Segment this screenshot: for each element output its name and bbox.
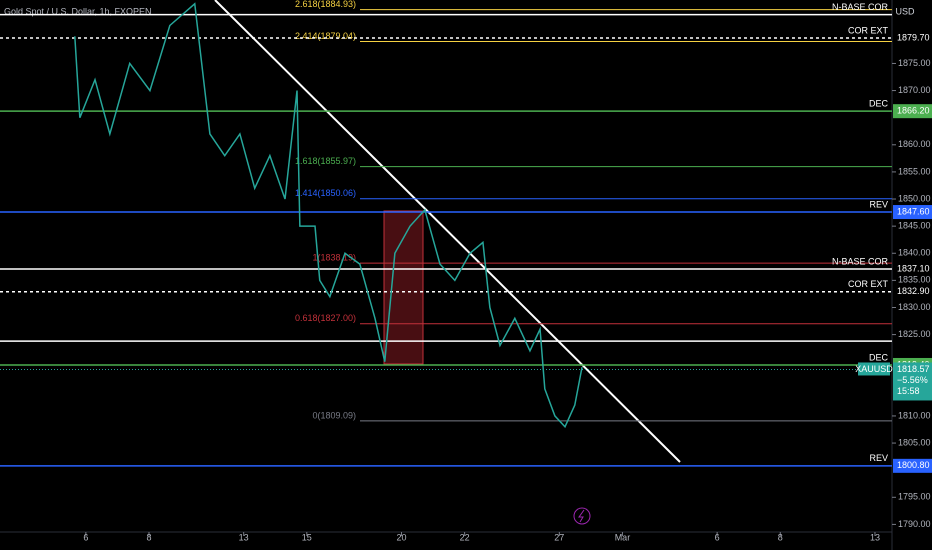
price-badge-label: 1866.20 (897, 106, 930, 116)
x-tick-label: 13 (239, 532, 249, 542)
price-badge-label: 1847.60 (897, 206, 930, 216)
currency: USD (895, 6, 915, 16)
price-badge (893, 205, 932, 220)
x-tick-label: 27 (554, 532, 564, 542)
y-tick-label: 1810.00 (898, 410, 931, 420)
current-name-badge (858, 362, 890, 376)
fib-label: 1.414(1850.06) (295, 188, 356, 198)
y-tick-label: 1875.00 (898, 58, 931, 68)
x-tick-label: 20 (396, 532, 406, 542)
level-name: DEC (869, 99, 889, 109)
x-tick-label: 6 (83, 532, 88, 542)
x-tick-label: Mar (615, 532, 631, 542)
price-badge (893, 284, 932, 299)
y-tick-label: 1840.00 (898, 248, 931, 258)
price-line (74, 2, 583, 429)
fib-label: 0(1809.09) (312, 410, 356, 420)
replay-icon[interactable] (573, 507, 591, 525)
price-badge-label: 1837.10 (897, 263, 930, 273)
price-badge (893, 261, 932, 276)
price-badge-label: 1800.80 (897, 460, 930, 470)
current-badge (893, 362, 932, 401)
y-tick-label: 1805.00 (898, 437, 931, 447)
y-tick-label: 1870.00 (898, 85, 931, 95)
fib-label: 0.618(1827.00) (295, 313, 356, 323)
y-tick-label: 1835.00 (898, 275, 931, 285)
price-badge (893, 104, 932, 119)
fib-label: 2.618(1884.93) (295, 0, 356, 9)
level-name: COR EXT (848, 25, 889, 35)
x-tick-label: 8 (778, 532, 783, 542)
level-name: DEC (869, 352, 889, 362)
level-name: N-BASE COR (832, 2, 889, 12)
x-tick-label: 15 (302, 532, 312, 542)
y-tick-label: 1845.00 (898, 221, 931, 231)
x-tick-label: 6 (715, 532, 720, 542)
current-change: −5.56% (897, 375, 928, 385)
chart-title: Gold Spot / U.S. Dollar, 1h, FXOPEN (4, 6, 152, 16)
x-tick-label: 13 (870, 532, 880, 542)
current-name: XAUUSD (855, 364, 893, 374)
fib-label: 1(1838.19) (312, 252, 356, 262)
y-tick-label: 1825.00 (898, 329, 931, 339)
y-tick-label: 1850.00 (898, 193, 931, 203)
countdown: 15:58 (897, 386, 920, 396)
level-name: REV (869, 453, 888, 463)
y-tick-label: 1795.00 (898, 492, 931, 502)
fib-label: 1.618(1855.97) (295, 156, 356, 166)
level-name: REV (869, 199, 888, 209)
current-price: 1818.57 (897, 364, 930, 374)
level-name: N-BASE COR (832, 256, 889, 266)
y-tick-label: 1860.00 (898, 139, 931, 149)
x-tick-label: 22 (460, 532, 470, 542)
price-badge (893, 30, 932, 45)
level-name: COR EXT (848, 279, 889, 289)
y-tick-label: 1830.00 (898, 302, 931, 312)
price-badge-label: 1879.70 (897, 32, 930, 42)
x-tick-label: 8 (146, 532, 151, 542)
price-badge-label: 1832.90 (897, 286, 930, 296)
y-tick-label: 1855.00 (898, 166, 931, 176)
y-tick-label: 1790.00 (898, 519, 931, 529)
fib-label: 2.414(1879.04) (295, 31, 356, 41)
price-badge (893, 458, 932, 473)
trendline (214, 0, 681, 463)
